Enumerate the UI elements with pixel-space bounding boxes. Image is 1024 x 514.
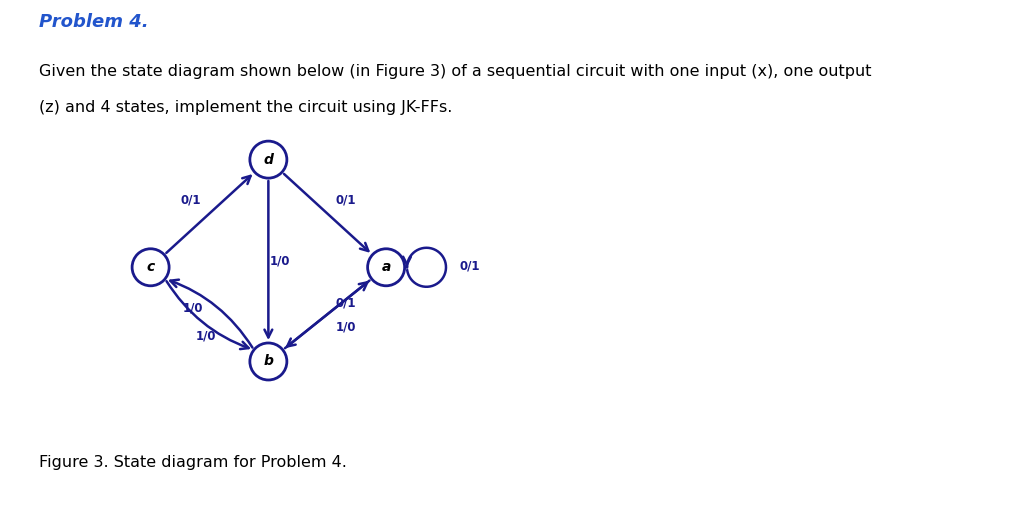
Text: c: c [146,260,155,274]
Text: 1/0: 1/0 [336,321,356,334]
Text: 0/1: 0/1 [180,193,202,207]
Text: Problem 4.: Problem 4. [39,13,148,31]
Circle shape [250,343,287,380]
Text: a: a [381,260,391,274]
Text: 0/1: 0/1 [460,259,480,272]
Text: Given the state diagram shown below (in Figure 3) of a sequential circuit with o: Given the state diagram shown below (in … [39,64,871,79]
Text: Figure 3. State diagram for Problem 4.: Figure 3. State diagram for Problem 4. [39,455,347,470]
Circle shape [132,249,169,286]
Circle shape [368,249,404,286]
Text: b: b [263,355,273,369]
Text: (z) and 4 states, implement the circuit using JK-FFs.: (z) and 4 states, implement the circuit … [39,100,453,115]
Text: 0/1: 0/1 [336,193,356,207]
Text: 1/0: 1/0 [196,330,216,343]
Text: 0/1: 0/1 [336,296,356,309]
Text: 1/0: 1/0 [270,254,291,267]
Circle shape [250,141,287,178]
Text: d: d [263,153,273,167]
Text: 1/0: 1/0 [182,301,203,314]
